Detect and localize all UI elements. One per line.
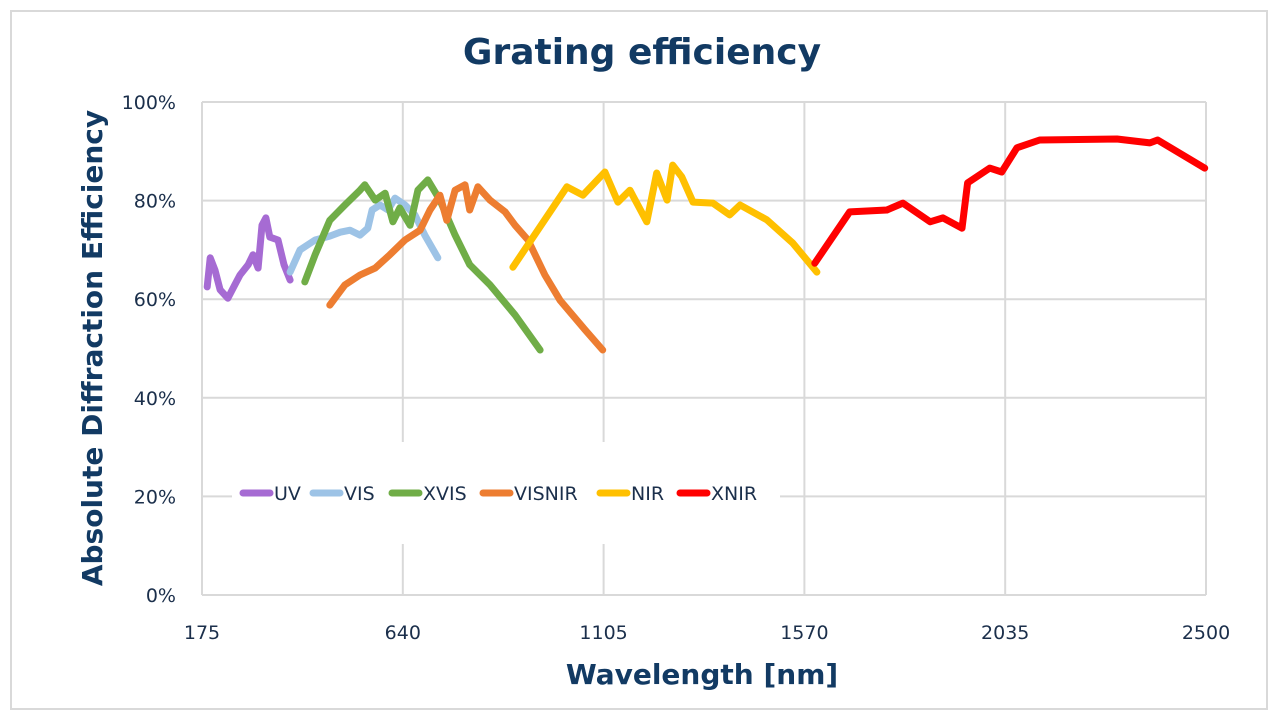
series-line-nir [509,161,821,276]
series-line-xvis [301,176,544,354]
y-tick-label: 0% [146,585,176,607]
x-tick-label: 2500 [1182,622,1230,644]
x-axis-label: Wavelength [nm] [566,658,838,691]
x-tick-label: 2035 [981,622,1029,644]
x-tick-label: 640 [385,622,421,644]
y-tick-label: 40% [134,388,176,410]
series-line-visnir [326,181,607,354]
x-tick-label: 175 [184,622,220,644]
y-tick-label: 60% [134,289,176,311]
chart-title: Grating efficiency [463,32,821,73]
y-tick-label: 100% [122,92,176,114]
legend-label-xvis: XVIS [423,483,467,505]
x-tick-labels: 175 640 1105 1570 2035 2500 [184,622,1230,644]
x-tick-label: 1570 [780,622,828,644]
y-axis-label: Absolute Diffraction Efficiency [76,110,109,586]
series-line-uv [203,214,294,302]
chart-frame [10,10,1268,710]
legend: UV VIS XVIS VISNIR NIR XNIR [239,483,757,505]
legend-label-uv: UV [274,483,301,505]
y-tick-label: 80% [134,191,176,213]
legend-label-visnir: VISNIR [514,483,578,505]
y-tick-labels: 0% 20% 40% 60% 80% 100% [122,92,176,607]
series-lines [203,135,1209,354]
legend-label-nir: NIR [631,483,664,505]
legend-label-vis: VIS [344,483,375,505]
legend-label-xnir: XNIR [711,483,757,505]
series-line-xnir [811,135,1209,267]
x-tick-label: 1105 [579,622,627,644]
y-tick-label: 20% [134,486,176,508]
